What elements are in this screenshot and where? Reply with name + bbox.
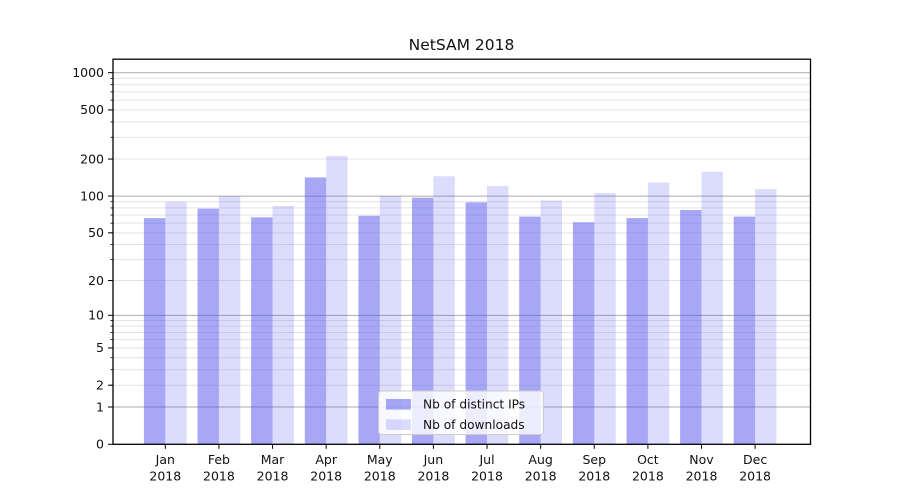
legend: Nb of distinct IPs Nb of downloads (378, 390, 544, 435)
bar-distinct-ips-mar (251, 217, 273, 445)
bar-distinct-ips-oct (626, 218, 648, 445)
x-tick-label-sep: Sep 2018 (578, 452, 610, 484)
x-tick-label-mar: Mar 2018 (257, 452, 289, 484)
bar-distinct-ips-dec (733, 216, 756, 445)
bar-downloads-feb (218, 196, 241, 445)
x-tick-label-oct: Oct 2018 (632, 452, 664, 484)
legend-swatch-distinct-ips (386, 399, 411, 410)
bar-downloads-apr (326, 155, 348, 445)
y-tick-label-50: 50 (88, 225, 104, 240)
bar-downloads-dec (755, 189, 777, 445)
bar-downloads-mar (272, 206, 294, 445)
chart-title: NetSAM 2018 (408, 36, 515, 54)
legend-swatch-downloads (386, 419, 411, 430)
legend-label-distinct-ips: Nb of distinct IPs (423, 398, 525, 412)
y-tick-label-1: 1 (96, 399, 104, 414)
bar-distinct-ips-apr (304, 177, 327, 445)
bars (143, 155, 777, 445)
bar-distinct-ips-jan (143, 218, 166, 445)
bar-downloads-may (379, 196, 402, 445)
y-tick-label-100: 100 (80, 188, 104, 203)
y-tick-label-20: 20 (88, 273, 104, 288)
legend-box (378, 390, 544, 435)
y-tick-label-1000: 1000 (72, 65, 104, 80)
x-tick-label-feb: Feb 2018 (203, 452, 235, 484)
bar-downloads-jan (165, 201, 187, 445)
x-axis: Jan 2018 Feb 2018 Mar 2018 Apr 2018 May 2018 Jun 20… (149, 444, 771, 484)
x-tick-label-aug: Aug 2018 (525, 452, 557, 484)
bar-downloads-jun (433, 176, 455, 445)
y-tick-label-500: 500 (80, 102, 104, 117)
x-tick-label-nov: Nov 2018 (686, 452, 718, 484)
bar-distinct-ips-aug (519, 216, 541, 445)
x-tick-label-may: May 2018 (364, 452, 396, 484)
x-tick-label-jul: Jul 2018 (471, 452, 503, 484)
plot-frame (112, 58, 812, 445)
y-tick-label-10: 10 (88, 308, 104, 323)
bar-distinct-ips-feb (197, 208, 219, 445)
x-tick-label-dec: Dec 2018 (739, 452, 771, 484)
bar-downloads-oct (647, 182, 670, 445)
x-tick-label-jan: Jan 2018 (149, 452, 181, 484)
y-tick-label-5: 5 (96, 340, 104, 355)
y-tick-label-200: 200 (80, 151, 104, 166)
bar-downloads-sep (594, 193, 616, 445)
bar-distinct-ips-sep (572, 222, 595, 445)
bar-distinct-ips-jul (465, 202, 487, 445)
bar-downloads-nov (701, 171, 723, 445)
x-tick-label-apr: Apr 2018 (310, 452, 342, 484)
bar-distinct-ips-jun (412, 197, 434, 445)
bar-distinct-ips-may (358, 215, 380, 445)
bar-downloads-aug (540, 200, 562, 445)
x-tick-label-jun: Jun 2018 (417, 452, 449, 484)
bar-downloads-jul (487, 185, 509, 445)
bar-distinct-ips-nov (680, 210, 702, 445)
legend-label-downloads: Nb of downloads (423, 418, 525, 432)
y-tick-label-2: 2 (96, 378, 104, 393)
y-axis: 0 1 2 5 10 20 50 100 200 500 1000 (72, 65, 113, 452)
y-tick-label-0: 0 (96, 437, 104, 452)
